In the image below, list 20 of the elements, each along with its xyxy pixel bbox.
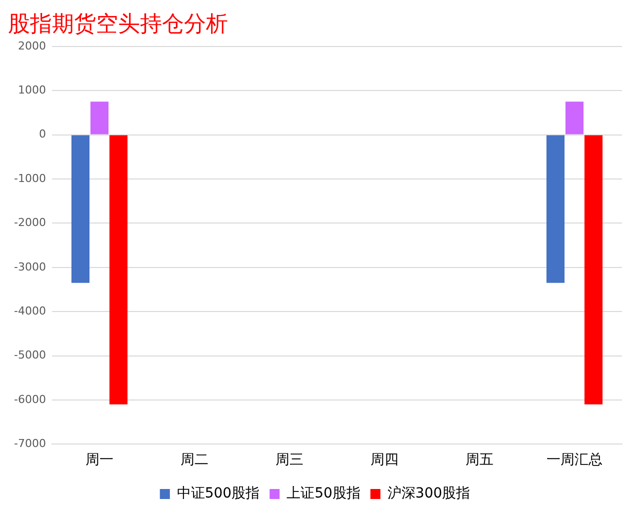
y-tick-label: 1000 [18,83,46,96]
chart-title: 股指期货空头持仓分析 [8,12,228,37]
legend-label: 中证500股指 [176,486,260,502]
legend-label: 沪深300股指 [387,486,470,502]
y-tick-label: -4000 [14,304,46,318]
x-tick-label: 周一 [85,452,114,468]
y-tick-label: 2000 [18,39,46,52]
y-tick-label: -5000 [14,348,46,362]
y-tick-label: -1000 [14,172,46,185]
x-tick-label: 周二 [180,452,208,468]
x-tick-label: 周五 [465,452,494,468]
y-tick-label: -3000 [14,260,46,274]
x-tick-label: 周三 [275,452,304,468]
x-tick-label: 周四 [370,452,398,468]
y-tick-label: -7000 [14,437,46,450]
legend-label: 上证50股指 [286,486,360,502]
x-tick-label: 一周汇总 [546,452,602,468]
y-tick-label: -2000 [14,216,46,230]
y-tick-label: -6000 [14,392,46,406]
y-tick-label: 0 [38,128,46,141]
